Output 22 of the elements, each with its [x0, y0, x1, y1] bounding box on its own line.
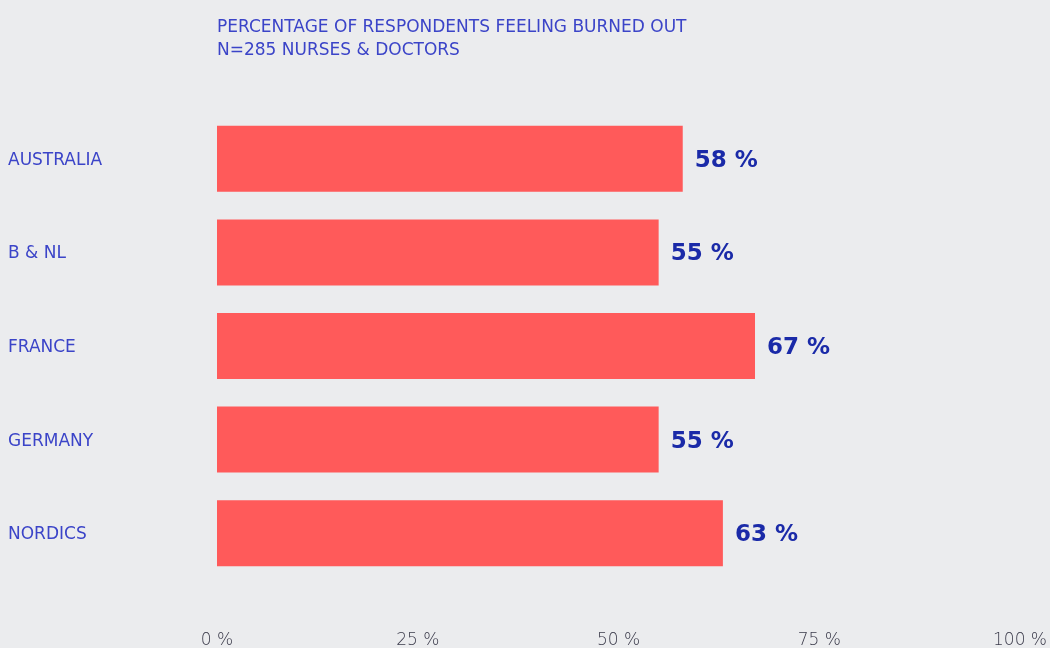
chart-subtitle: N=285 NURSES & DOCTORS	[217, 38, 460, 59]
y-tick-label: NORDICS	[8, 523, 87, 544]
bar	[217, 500, 723, 567]
data-label: 67 %	[767, 333, 831, 359]
chart-title: PERCENTAGE OF RESPONDENTS FEELING BURNED OUT	[217, 15, 688, 36]
x-tick-label: 0 %	[200, 628, 234, 648]
x-tick-label: 75 %	[797, 628, 841, 648]
bar	[217, 125, 683, 192]
bar	[217, 219, 659, 286]
y-tick-label: FRANCE	[8, 336, 76, 356]
data-label: 63 %	[734, 520, 798, 547]
data-label: 55 %	[670, 239, 734, 266]
data-label: 55 %	[670, 426, 734, 453]
bar	[217, 313, 756, 379]
x-tick-label: 25 %	[396, 628, 440, 648]
bar	[217, 406, 659, 473]
x-tick-label: 100 %	[992, 628, 1048, 648]
data-label: 58 %	[694, 145, 758, 172]
y-tick-label: B & NL	[8, 242, 67, 263]
y-tick-label: AUSTRALIA	[8, 148, 103, 169]
y-tick-label: GERMANY	[8, 429, 94, 450]
x-tick-label: 50 %	[596, 628, 641, 648]
